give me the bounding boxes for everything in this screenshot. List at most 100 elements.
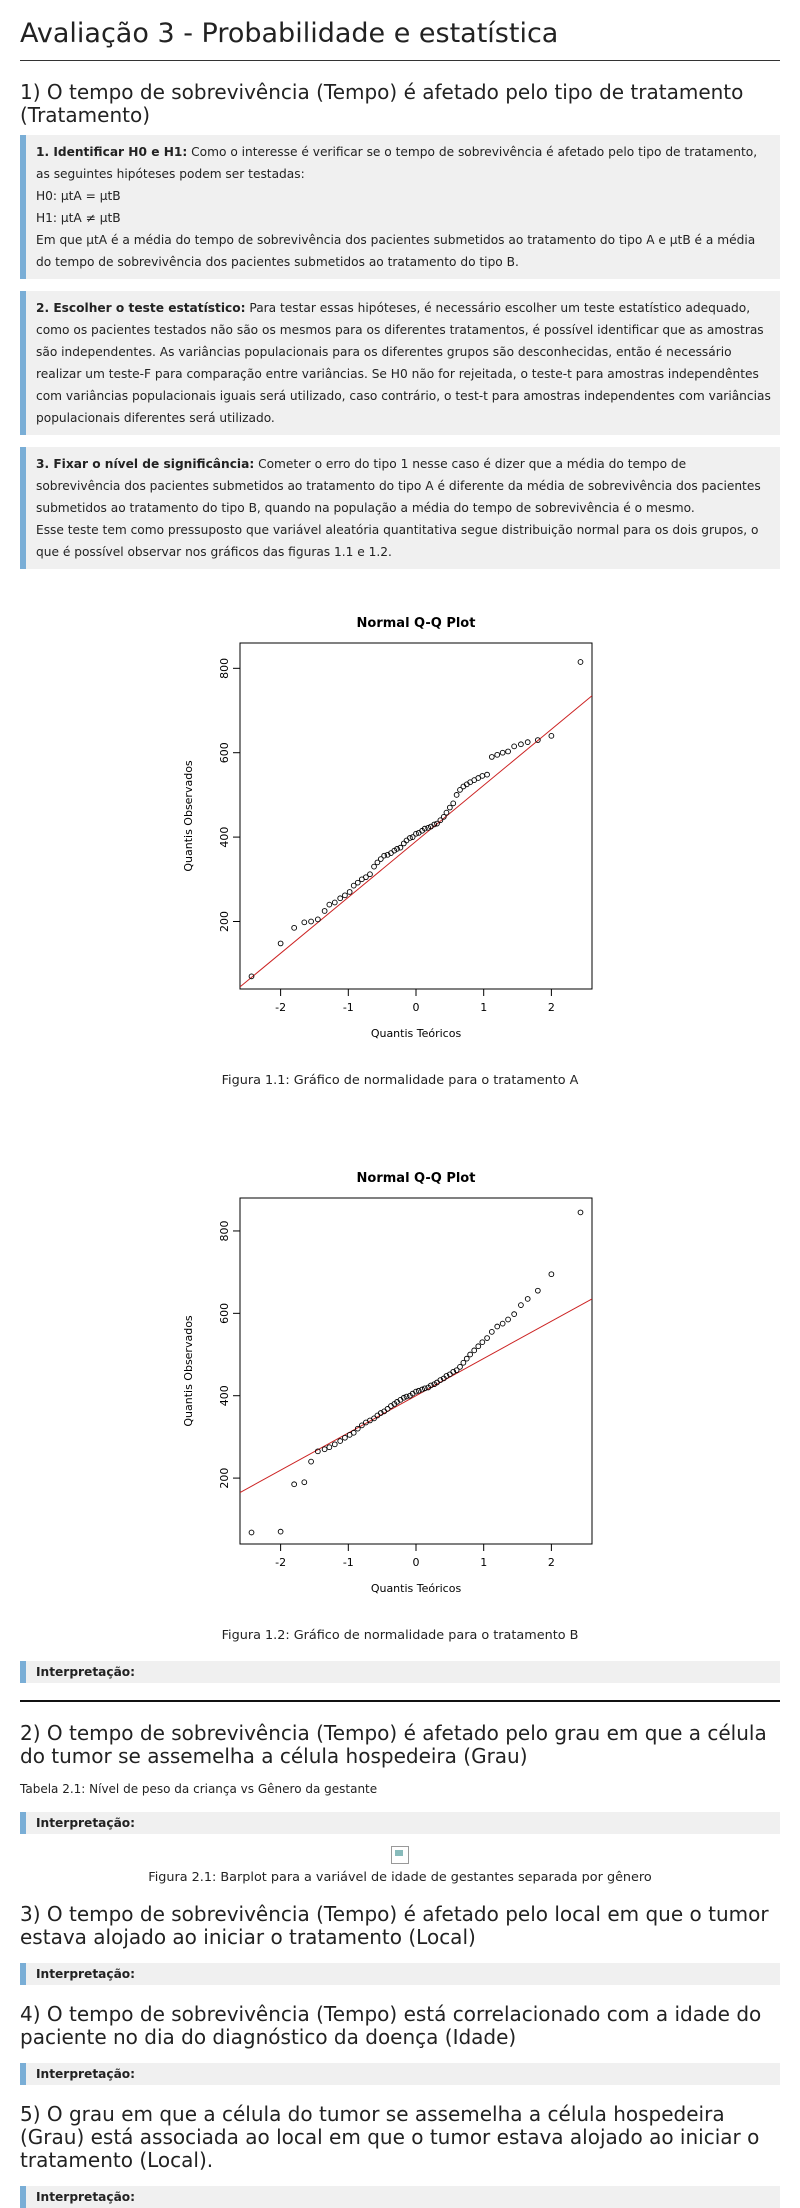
data-point [331,899,338,906]
chart-title: Normal Q-Q Plot [357,616,476,631]
test-choice-label: 2. Escolher o teste estatístico: [36,301,246,315]
data-point [277,1528,284,1535]
broken-image-icon [391,1846,409,1864]
section-1-heading: 1) O tempo de sobrevivência (Tempo) é af… [20,80,744,127]
plot-frame [239,1197,593,1545]
x-tick-label: 0 [413,1556,420,1569]
significance-label: 3. Fixar o nível de significância: [36,457,255,471]
section-3-heading: 3) O tempo de sobrevivência (Tempo) é af… [20,1902,769,1949]
data-point [346,889,353,895]
hypothesis-h0: H0: μtA = μtB [36,189,121,203]
data-point [443,1373,450,1379]
data-point [301,919,308,926]
data-point [331,1441,338,1448]
y-axis-label: Quantis Observados [182,1315,195,1427]
data-point [434,820,440,827]
y-tick-label: 400 [218,1385,231,1406]
test-choice-text: Para testar essas hipóteses, é necessári… [36,301,771,425]
data-point [354,879,361,886]
data-point [428,1382,434,1389]
data-point [425,824,432,831]
data-point [479,773,486,779]
significance-box: 3. Fixar o nível de significância: Comet… [20,447,780,569]
data-point [377,856,384,862]
y-tick-label: 600 [218,742,231,763]
interpretation-3-box: Interpretação: [20,1963,780,1985]
data-point [475,1343,482,1350]
section-4-heading: 4) O tempo de sobrevivência (Tempo) está… [20,2002,762,2049]
data-point [534,1287,541,1294]
data-point [457,1364,463,1370]
x-tick-label: 2 [548,1556,555,1569]
interpretation-4-box: Interpretação: [20,2063,780,2085]
significance-assumption: Esse teste tem como pressuposto que vari… [36,523,759,559]
data-point [453,792,460,798]
data-point [308,1458,314,1465]
data-point [421,825,428,832]
data-point [248,1529,255,1536]
interpretation-5-label: Interpretação: [36,2190,136,2204]
y-tick-label: 800 [218,658,231,679]
significance-text: Cometer o erro do tipo 1 nesse caso é di… [36,457,761,515]
figure-1-2-caption: Figura 1.2: Gráfico de normalidade para … [221,1628,579,1643]
figure-1-1-caption: Figura 1.1: Gráfico de normalidade para … [221,1073,579,1088]
data-point [337,1438,344,1444]
data-point [377,1410,384,1416]
data-point [499,749,506,756]
data-point [437,1377,444,1383]
x-tick-label: 0 [413,1001,420,1014]
data-point [511,1311,518,1318]
data-point [446,804,453,811]
data-point [499,1320,506,1327]
data-point [453,1367,460,1374]
data-point [463,1355,470,1362]
data-point [291,924,298,931]
y-tick-label: 200 [218,911,231,932]
interpretation-4-label: Interpretação: [36,2067,136,2081]
data-point [450,1368,457,1375]
y-tick-label: 400 [218,827,231,848]
data-point [400,840,407,847]
data-point [488,754,495,760]
data-point [384,1406,391,1412]
data-point [248,973,255,980]
data-point [363,874,369,881]
data-point [479,1339,486,1346]
hypothesis-h1: H1: μtA ≠ μtB [36,211,121,225]
data-point [394,846,400,852]
data-point [460,1359,467,1366]
data-point [314,916,321,923]
qq-plot-b: Normal Q-Q Plot -2 -1 0 1 2 200 400 600 800 Quanti… [182,1171,593,1595]
data-point [518,741,524,748]
figure-1-1: Normal Q-Q Plot -2 -1 0 1 2 200 400 600 800 Quanti… [20,589,780,1088]
data-point [413,830,419,837]
data-point [443,809,450,816]
figure-1-2: Normal Q-Q Plot -2 -1 0 1 2 200 400 600 800 Quanti… [20,1144,780,1643]
data-point [494,1323,501,1330]
test-choice-box: 2. Escolher o teste estatístico: Para te… [20,291,780,435]
data-point [371,1415,377,1422]
figure-2-1-caption: Figura 2.1: Barplot para a variável de i… [148,1870,652,1885]
data-point [350,1429,357,1436]
x-tick-label: -2 [275,1001,286,1014]
data-point [326,901,333,908]
data-point [384,851,391,858]
data-point [450,800,457,807]
data-point [321,1446,328,1453]
hypotheses-intro: Como o interesse é verificar se o tempo … [36,145,758,181]
interpretation-2-label: Interpretação: [36,1816,136,1830]
data-point [524,1296,531,1302]
x-tick-label: 1 [480,1001,487,1014]
x-axis-label: Quantis Teóricos [371,1582,462,1595]
data-point [440,813,447,820]
data-point [484,771,490,778]
data-point [505,748,511,755]
data-point [437,817,444,824]
interpretation-1-box: Interpretação: [20,1661,780,1683]
data-point [374,859,381,866]
data-point [415,1387,422,1394]
data-point [511,743,518,750]
data-point [484,1335,490,1341]
data-point [403,1393,410,1400]
data-point [409,834,416,840]
